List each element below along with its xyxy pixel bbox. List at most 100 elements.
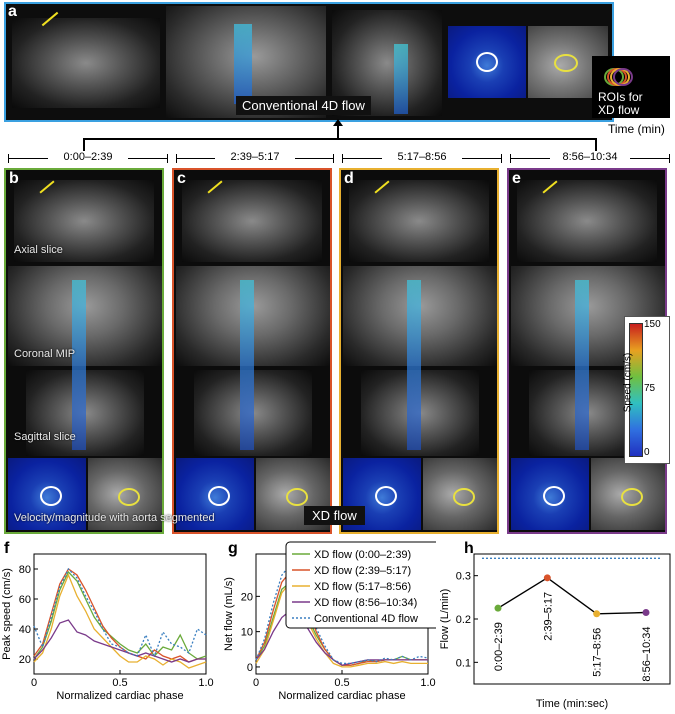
y-axis-label: Flow (L/min)	[439, 589, 451, 650]
y-tick-label: 0.1	[456, 657, 471, 669]
legend-label-3: XD flow (5:17–8:56)	[314, 581, 411, 593]
x-category-label-2: 2:39–5:17	[542, 592, 554, 641]
series-line-4	[255, 609, 428, 666]
panel-e-axial-image	[517, 180, 657, 262]
time-window-label-3: 5:17–8:56	[382, 151, 462, 163]
connector-bracket	[83, 138, 597, 152]
series-line-5	[33, 567, 207, 658]
panel-h-letter: h	[464, 540, 474, 557]
x-tick-label: 0.5	[112, 677, 127, 689]
flow-point-2	[543, 574, 551, 582]
roi-box: ROIs for XD flow	[592, 56, 670, 118]
chart-h: 0.1 0.2 0.3 0:00–2:39 2:39–5:17 5:17–8:56 8:56…	[439, 553, 671, 710]
flow-point-3	[593, 610, 601, 618]
panel-b-aorta-flow	[72, 280, 86, 450]
panel-c-letter: c	[177, 170, 186, 187]
colorbar-tick-max: 150	[644, 319, 661, 330]
x-axis-label: Time (min:sec)	[536, 698, 608, 710]
panel-e-magnitude-roi	[621, 488, 643, 506]
panel-c: c	[172, 168, 332, 534]
panel-a-axial-image	[12, 18, 160, 108]
x-axis-label: Normalized cardiac phase	[278, 690, 405, 702]
panel-c-velocity-roi	[208, 486, 230, 506]
y-tick-label: 40	[19, 624, 31, 636]
legend-label-4: XD flow (8:56–10:34)	[314, 597, 417, 609]
series-line-3	[33, 573, 207, 669]
y-axis-label: Peak speed (cm/s)	[1, 568, 13, 660]
y-tick-label: 0.2	[456, 614, 471, 626]
y-tick-label: 80	[19, 564, 31, 576]
panel-d-axial-image	[349, 180, 489, 262]
flow-point-1	[494, 604, 502, 612]
panel-d: d	[339, 168, 499, 534]
panel-c-aorta-flow	[240, 280, 254, 450]
panel-c-magnitude-roi	[286, 488, 308, 506]
y-tick-label: 0	[247, 662, 253, 674]
y-tick-label: 0.3	[456, 571, 471, 583]
x-axis-label: Normalized cardiac phase	[56, 690, 183, 702]
panel-d-magnitude-roi	[453, 488, 475, 506]
colorbar-tick-min: 0	[644, 447, 650, 458]
chart-g: 0 0.5 1.0 0 10 20 Normalized cardiac phase Net …	[223, 541, 436, 702]
panel-a: Conventional 4D flow	[4, 2, 614, 122]
panel-b-letter: b	[9, 170, 19, 187]
colorbar-gradient	[629, 323, 643, 457]
time-window-label-1: 0:00–2:39	[48, 151, 128, 163]
x-tick-label: 1.0	[420, 677, 435, 689]
time-window-tick	[501, 154, 502, 163]
series-line-2	[33, 568, 206, 663]
panel-c-axial-image	[182, 180, 322, 262]
roi-label-line2: XD flow	[598, 103, 640, 117]
time-window-tick	[510, 154, 511, 163]
roi-ring-4	[613, 68, 633, 86]
series-line-1	[33, 570, 207, 660]
row-caption-sagittal: Sagittal slice	[14, 431, 76, 443]
connector-arrowhead	[333, 119, 343, 126]
series-line-3	[255, 581, 428, 668]
connector-stem	[337, 124, 339, 138]
x-category-label-3: 5:17–8:56	[592, 628, 604, 677]
legend-label-2: XD flow (2:39–5:17)	[314, 565, 411, 577]
y-tick-label: 20	[19, 654, 31, 666]
time-axis-label: Time (min)	[608, 122, 665, 136]
y-tick-label: 20	[241, 591, 253, 603]
time-window-label-2: 2:39–5:17	[215, 151, 295, 163]
x-tick-label: 0	[253, 677, 259, 689]
panel-e: e	[507, 168, 667, 534]
panel-e-aorta-flow	[575, 280, 589, 450]
colorbar-title: Speed (cm/s)	[622, 352, 634, 413]
x-tick-label: 1.0	[198, 677, 213, 689]
x-tick-label: 0.5	[334, 677, 349, 689]
colorbar-tick-mid: 75	[644, 383, 656, 394]
flow-line	[497, 576, 647, 615]
y-tick-label: 10	[241, 627, 253, 639]
x-category-label-1: 0:00–2:39	[493, 622, 505, 671]
panel-a-coronal-flow	[234, 24, 252, 104]
y-tick-label: 60	[19, 594, 31, 606]
time-window-tick	[342, 154, 343, 163]
y-axis-label: Net flow (mL/s)	[223, 577, 235, 651]
row-caption-coronal: Coronal MIP	[14, 348, 76, 360]
panel-d-velocity-roi	[375, 486, 397, 506]
time-window-tick	[669, 154, 670, 163]
flow-point-4	[642, 609, 650, 616]
roi-label-line1: ROIs for	[598, 90, 643, 104]
series-line-5	[255, 563, 429, 665]
panel-a-label: Conventional 4D flow	[236, 96, 371, 115]
x-tick-label: 0	[31, 677, 37, 689]
row-caption-velocity: Velocity/magnitude with aorta segmented	[14, 512, 215, 524]
panel-a-magnitude-roi	[554, 54, 578, 72]
panel-d-letter: d	[344, 170, 354, 187]
time-window-label-4: 8:56–10:34	[550, 151, 630, 163]
panel-a-sagittal-flow	[394, 44, 408, 114]
xd-flow-label: XD flow	[304, 506, 365, 525]
panel-d-aorta-flow	[407, 280, 421, 450]
row-caption-axial: Axial slice	[14, 244, 63, 256]
time-window-tick	[167, 154, 168, 163]
legend-box	[285, 541, 436, 629]
legend-label-5: Conventional 4D flow	[314, 613, 418, 625]
panel-e-velocity-roi	[543, 486, 565, 506]
panel-e-letter: e	[512, 170, 521, 187]
panel-b-velocity-roi	[40, 486, 62, 506]
panel-b-axial-image	[14, 180, 154, 262]
